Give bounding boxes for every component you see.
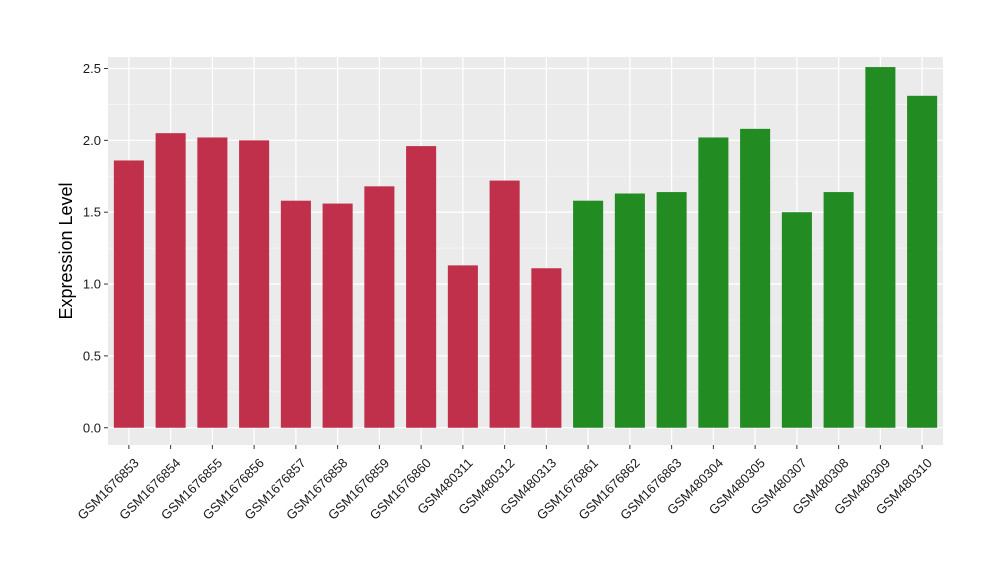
y-tick-label: 2.0 — [83, 133, 101, 148]
bar-GSM1676863 — [656, 192, 687, 428]
bar-GSM1676861 — [573, 200, 604, 428]
bar-GSM480305 — [740, 128, 771, 428]
bar-GSM1676855 — [197, 137, 228, 428]
bar-GSM1676857 — [280, 200, 311, 428]
bar-GSM1676856 — [239, 140, 270, 428]
x-axis: GSM1676853GSM1676854GSM1676855GSM1676856… — [74, 445, 935, 523]
bar-GSM480310 — [907, 95, 938, 428]
bar-GSM1676860 — [406, 146, 437, 428]
y-tick-label: 2.5 — [83, 61, 101, 76]
bar-GSM1676854 — [155, 133, 186, 428]
bar-GSM480312 — [489, 180, 520, 428]
bars — [113, 67, 938, 428]
bar-GSM1676862 — [614, 193, 645, 428]
bar-GSM480307 — [781, 212, 812, 428]
y-tick-label: 1.5 — [83, 205, 101, 220]
y-axis-title: Expression Level — [56, 182, 76, 319]
bar-GSM1676853 — [113, 160, 144, 428]
bar-GSM480313 — [531, 268, 562, 428]
y-tick-label: 0.5 — [83, 348, 101, 363]
bar-GSM480308 — [823, 192, 854, 428]
bar-GSM480304 — [698, 137, 729, 428]
plot-panel — [108, 57, 943, 445]
y-tick-label: 0.0 — [83, 420, 101, 435]
y-tick-label: 1.0 — [83, 277, 101, 292]
y-axis: 0.0 0.5 1.0 1.5 2.0 2.5 — [83, 61, 108, 435]
bar-GSM1676858 — [322, 203, 353, 428]
bar-GSM480311 — [447, 265, 478, 428]
bar-GSM480309 — [865, 67, 896, 428]
bar-GSM1676859 — [364, 186, 395, 428]
